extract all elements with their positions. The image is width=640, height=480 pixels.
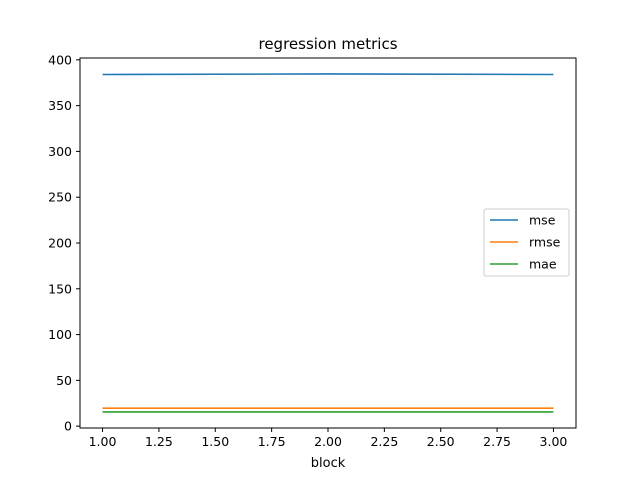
x-tick-label: 3.00 xyxy=(540,434,568,449)
legend-label-rmse: rmse xyxy=(529,235,561,250)
y-tick-label: 200 xyxy=(48,236,72,251)
legend: mse rmse mae xyxy=(483,208,570,277)
legend-label-mse: mse xyxy=(529,213,556,228)
x-tick-label: 1.00 xyxy=(89,434,117,449)
x-axis-label: block xyxy=(311,456,346,471)
plot-area-frame xyxy=(79,57,577,429)
x-tick-label: 1.50 xyxy=(201,434,229,449)
chart-title: regression metrics xyxy=(258,35,397,53)
legend-box xyxy=(483,208,570,277)
y-tick-label: 100 xyxy=(48,327,72,342)
y-tick-label: 50 xyxy=(56,373,72,388)
x-tick-label: 2.75 xyxy=(483,434,511,449)
x-tick-label: 1.75 xyxy=(258,434,286,449)
legend-label-mae: mae xyxy=(529,257,557,272)
y-tick-label: 350 xyxy=(48,98,72,113)
y-tick-label: 150 xyxy=(48,281,72,296)
x-tick-label: 2.00 xyxy=(314,434,342,449)
x-tick-label: 2.25 xyxy=(370,434,398,449)
y-tick-label: 400 xyxy=(48,52,72,67)
y-tick-label: 300 xyxy=(48,144,72,159)
x-tick-label: 1.25 xyxy=(145,434,173,449)
x-tick-label: 2.50 xyxy=(427,434,455,449)
plot-layer: 1.00 1.25 1.50 1.75 2.00 2.25 2.50 2.75 3.00 0 50 1… xyxy=(48,52,567,449)
y-tick-label: 250 xyxy=(48,190,72,205)
series-line-mse xyxy=(102,73,554,76)
y-tick-label: 0 xyxy=(64,419,72,434)
